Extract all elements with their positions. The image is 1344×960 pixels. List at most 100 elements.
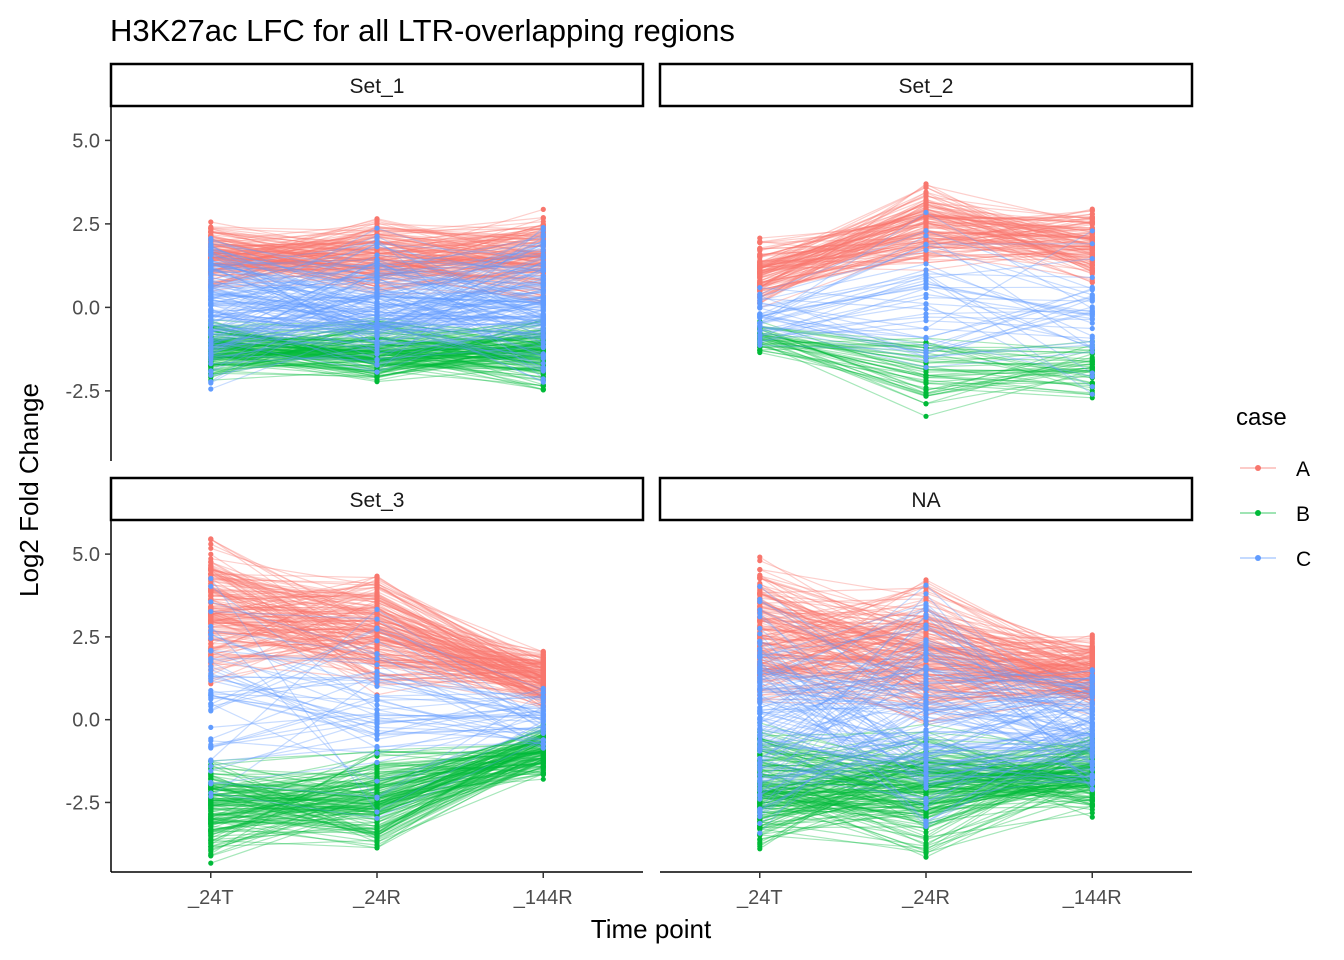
data-point: [757, 328, 763, 334]
facet-strip-label: NA: [911, 489, 940, 512]
data-point: [208, 701, 214, 707]
data-point: [374, 815, 380, 821]
data-point: [374, 678, 380, 684]
series-b-lines: [208, 721, 546, 866]
data-point: [540, 277, 546, 283]
y-tick-label: 2.5: [72, 627, 100, 649]
data-point: [923, 387, 929, 394]
data-point: [208, 811, 214, 817]
data-point: [540, 244, 546, 250]
data-point: [540, 238, 546, 244]
data-point: [374, 707, 380, 713]
y-tick-label: 2.5: [72, 214, 100, 236]
data-point: [374, 357, 380, 364]
data-point: [208, 757, 214, 763]
data-point: [540, 693, 546, 699]
y-tick-label: 5.0: [72, 544, 100, 566]
data-point: [1089, 241, 1095, 247]
data-point: [923, 184, 929, 190]
data-point: [757, 294, 763, 300]
data-point: [374, 825, 380, 831]
data-point: [208, 235, 214, 241]
data-point: [374, 702, 380, 708]
data-point: [923, 201, 929, 207]
data-point: [208, 694, 214, 701]
data-point: [540, 776, 546, 782]
data-point: [540, 652, 546, 658]
data-point: [540, 288, 546, 294]
data-point: [757, 334, 763, 340]
data-point: [208, 773, 214, 779]
data-point: [208, 736, 214, 742]
y-tick-label: 0.0: [72, 297, 100, 319]
data-point: [1089, 228, 1095, 234]
data-point: [374, 285, 380, 291]
data-point: [208, 219, 214, 225]
data-point: [374, 759, 380, 766]
data-point: [208, 338, 214, 344]
y-tick-label: -2.5: [66, 381, 100, 403]
facet-panel-set_3: Set_35.02.50.0-2.5_24T _24R _144R: [66, 476, 645, 909]
facet-strip: [658, 62, 1194, 108]
data-point: [208, 225, 214, 231]
data-point: [540, 364, 546, 370]
data-point: [1089, 256, 1095, 262]
data-point: [208, 599, 214, 605]
data-point: [757, 591, 763, 597]
data-point: [208, 589, 214, 595]
facet-panels: Set_15.02.50.0-2.5Set_2Set_35.02.50.0-2.…: [66, 62, 1194, 909]
facet-strip-label: Set_3: [350, 489, 405, 512]
data-point: [923, 334, 929, 340]
data-point: [923, 632, 929, 638]
data-point: [374, 261, 380, 267]
data-point: [1089, 316, 1095, 322]
data-point: [208, 632, 214, 638]
data-point: [1089, 214, 1095, 220]
data-point: [374, 594, 380, 600]
data-point: [208, 835, 214, 841]
data-point: [540, 215, 546, 221]
data-point: [374, 233, 380, 239]
data-point: [1089, 308, 1095, 314]
series-c-lines: [208, 224, 546, 392]
data-point: [540, 741, 546, 747]
data-point: [208, 851, 214, 857]
data-point: [1089, 653, 1095, 659]
data-point: [923, 301, 929, 307]
data-point: [374, 225, 380, 231]
data-point: [1089, 297, 1095, 303]
data-point: [374, 693, 380, 699]
data-point: [757, 619, 763, 626]
data-point: [923, 215, 929, 221]
data-point: [540, 354, 546, 360]
data-point: [757, 254, 763, 260]
data-point: [540, 368, 546, 374]
data-point: [540, 206, 546, 212]
data-point: [1089, 235, 1095, 241]
data-point: [540, 756, 546, 762]
data-point: [208, 724, 214, 731]
data-point: [208, 816, 214, 822]
data-point: [374, 638, 380, 644]
data-point: [208, 285, 214, 291]
data-point: [540, 234, 546, 240]
data-point: [208, 368, 214, 374]
data-point: [540, 378, 546, 384]
data-point: [540, 335, 546, 341]
data-point: [923, 375, 929, 381]
data-point: [540, 317, 546, 324]
data-point: [757, 567, 763, 573]
data-point: [374, 839, 380, 845]
data-point: [374, 801, 380, 807]
data-point: [374, 350, 380, 356]
data-point: [208, 763, 214, 769]
data-point: [1089, 349, 1095, 355]
data-point: [923, 261, 929, 267]
data-point: [540, 702, 546, 708]
x-tick-label: _144R: [513, 887, 573, 909]
data-point: [374, 662, 380, 668]
data-point: [374, 778, 380, 784]
data-point: [208, 619, 214, 625]
data-point: [540, 771, 546, 777]
